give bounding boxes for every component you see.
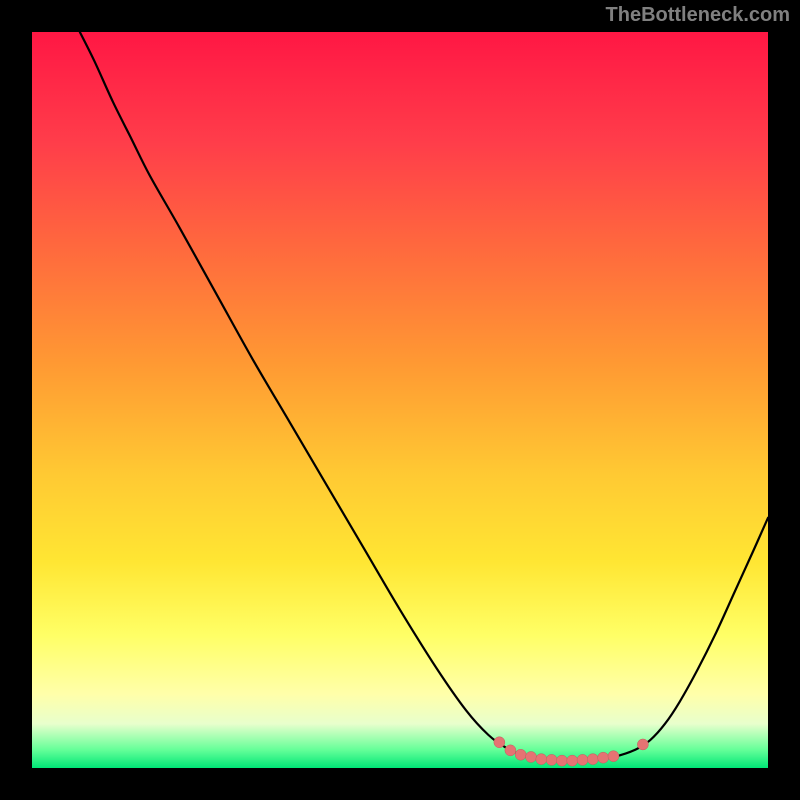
bottleneck-chart [32, 32, 768, 768]
curve-marker [536, 754, 547, 765]
curve-marker [598, 752, 609, 763]
curve-marker [637, 739, 648, 750]
curve-marker [494, 737, 505, 748]
curve-marker [577, 754, 588, 765]
curve-marker [526, 751, 537, 762]
watermark-text: TheBottleneck.com [606, 4, 790, 27]
bottleneck-curve [32, 32, 768, 768]
curve-marker [515, 749, 526, 760]
curve-marker [505, 745, 516, 756]
curve-marker [608, 751, 619, 762]
curve-marker [587, 754, 598, 765]
curve-marker [567, 755, 578, 766]
curve-marker [556, 755, 567, 766]
curve-marker [546, 754, 557, 765]
